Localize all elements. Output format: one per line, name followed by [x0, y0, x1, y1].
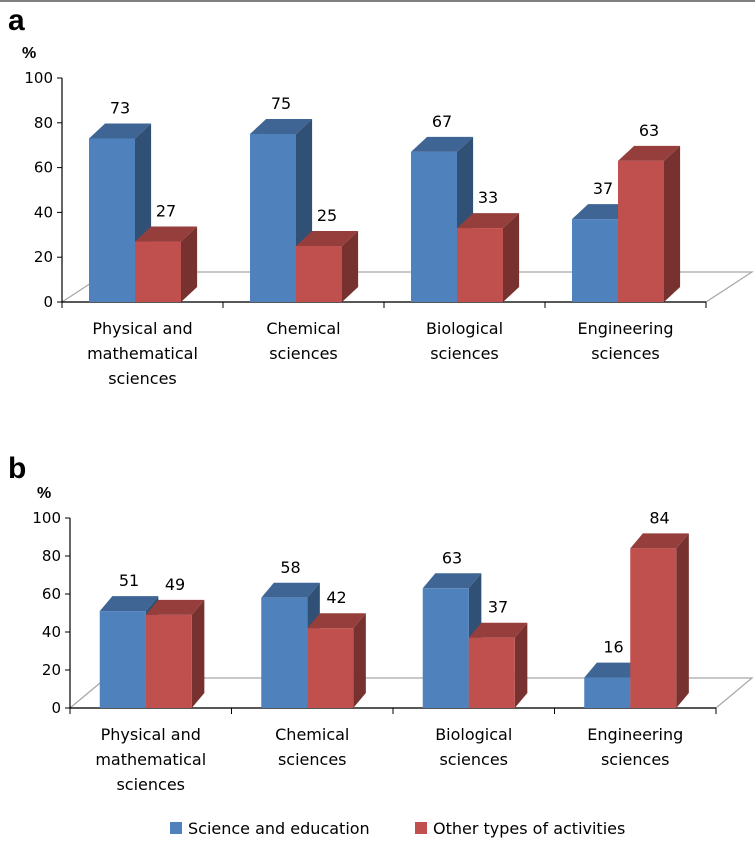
bar-value-label: 51: [119, 571, 139, 590]
x-category-label: Chemical sciences: [275, 725, 349, 769]
bar-value-label: 67: [432, 112, 452, 131]
y-tick-label: 60: [42, 585, 61, 603]
y-unit-label: %: [37, 485, 51, 502]
bar-top: [250, 119, 313, 134]
bar-value-label: 25: [317, 206, 337, 225]
y-tick-label: 100: [24, 69, 53, 87]
bar-front: [572, 219, 618, 302]
bar-side: [514, 622, 528, 708]
bar-top: [457, 213, 520, 229]
bar-top: [618, 145, 681, 161]
bar-value-label: 37: [488, 598, 508, 617]
bar-other-activities: [135, 226, 198, 302]
x-category-label: Physical and mathematical sciences: [95, 725, 206, 794]
bar-other-activities: [145, 599, 205, 708]
bar-other-activities: [307, 613, 366, 708]
bar-value-label: 42: [326, 588, 346, 607]
x-category-label: Engineering sciences: [578, 319, 674, 363]
bar-value-label: 33: [478, 188, 498, 207]
bar-top: [89, 123, 152, 139]
bar-top: [584, 662, 643, 678]
bar-other-activities: [296, 231, 359, 302]
y-tick-label: 80: [34, 114, 53, 132]
bar-front: [422, 588, 469, 708]
legend-label: Other types of activities: [433, 819, 625, 838]
bar-front: [630, 548, 677, 708]
y-tick-label: 100: [32, 509, 61, 527]
bar-front: [307, 628, 354, 708]
bar-side: [676, 533, 689, 708]
bar-other-activities: [618, 145, 681, 302]
bar-top: [411, 136, 474, 152]
bar-top: [145, 599, 205, 615]
bar-other-activities: [468, 622, 528, 708]
bar-value-label: 27: [156, 202, 176, 221]
bar-top: [630, 533, 689, 549]
bar-front: [250, 134, 296, 302]
bar-value-label: 16: [603, 638, 623, 657]
bar-value-label: 75: [271, 94, 291, 113]
bar-side: [503, 213, 520, 302]
legend-swatch: [170, 822, 182, 834]
y-tick-label: 60: [34, 159, 53, 177]
bar-top: [468, 622, 528, 638]
bar-front: [145, 614, 192, 708]
x-category-label: Biological sciences: [435, 725, 512, 769]
bar-top: [307, 613, 366, 629]
bar-side: [181, 226, 198, 302]
x-category-label: Engineering sciences: [587, 725, 683, 769]
bar-side: [342, 231, 359, 302]
y-tick-label: 0: [43, 293, 53, 311]
bar-top: [99, 596, 159, 612]
bar-value-label: 49: [165, 575, 185, 594]
y-tick-label: 20: [34, 248, 53, 266]
bar-front: [468, 637, 515, 708]
y-tick-label: 40: [42, 623, 61, 641]
chart-panel-a: a% 0 20 40 60 80 100 Physical and mathematical sc…: [8, 4, 755, 388]
bar-front: [411, 151, 457, 302]
bar-value-label: 58: [280, 558, 300, 577]
bar-side: [664, 145, 681, 302]
x-category-label: Biological sciences: [426, 319, 503, 363]
bar-value-label: 37: [593, 179, 613, 198]
y-tick-label: 80: [42, 547, 61, 565]
bar-value-label: 73: [110, 98, 130, 117]
panel-letter: b: [8, 452, 26, 485]
bar-other-activities: [630, 533, 689, 708]
y-unit-label: %: [22, 45, 36, 62]
y-tick-label: 0: [51, 699, 61, 717]
y-tick-label: 40: [34, 203, 53, 221]
bar-value-label: 63: [639, 121, 659, 140]
bar-other-activities: [457, 213, 520, 302]
legend-swatch: [415, 822, 427, 834]
bar-front: [618, 160, 664, 302]
bar-science-education: [250, 119, 313, 302]
bar-side: [191, 599, 205, 708]
bar-top: [135, 226, 198, 242]
bar-front: [99, 611, 146, 708]
legend: Science and education Other types of acti…: [170, 819, 625, 838]
panel-letter: a: [8, 4, 25, 37]
bar-front: [135, 241, 181, 302]
y-tick-label: 20: [42, 661, 61, 679]
x-category-label: Chemical sciences: [266, 319, 340, 363]
x-category-label: Physical and mathematical sciences: [87, 319, 198, 388]
bar-value-label: 63: [442, 548, 462, 567]
bar-top: [422, 573, 482, 589]
bar-front: [89, 138, 135, 302]
bar-front: [584, 677, 631, 708]
bar-side: [353, 613, 366, 708]
chart-panels: a% 0 20 40 60 80 100 Physical and mathematical sc…: [8, 4, 755, 794]
chart-panel-b: b% 0 20 40 60 80 100 Physical and mathematical sc…: [8, 452, 754, 794]
bar-top: [261, 582, 320, 598]
bar-front: [457, 228, 503, 302]
bar-front: [261, 597, 308, 708]
bar-front: [296, 246, 342, 302]
bar-top: [296, 231, 359, 246]
bar-value-label: 84: [649, 508, 669, 527]
legend-label: Science and education: [188, 819, 370, 838]
